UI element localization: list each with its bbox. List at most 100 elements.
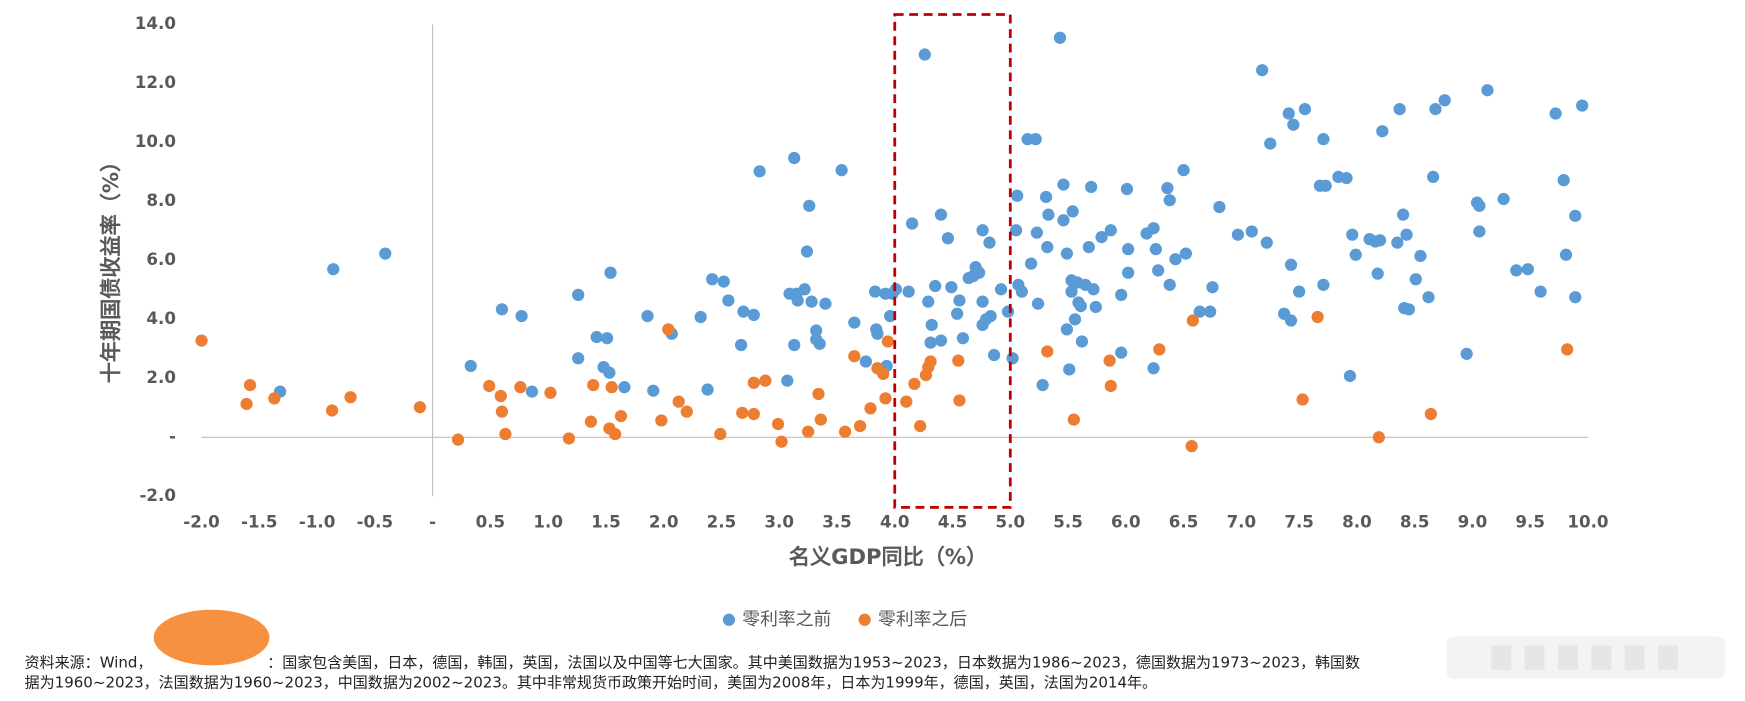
scatter-point xyxy=(803,199,816,212)
scatter-point xyxy=(609,427,622,441)
x-tick-label: -1.5 xyxy=(241,512,278,531)
scatter-point xyxy=(1001,305,1015,318)
scatter-point xyxy=(499,427,512,441)
legend-marker xyxy=(722,613,736,626)
highlight-box xyxy=(893,13,1012,509)
scatter-point xyxy=(1438,94,1451,107)
scatter-point xyxy=(1029,133,1042,146)
scatter-point xyxy=(1340,171,1353,185)
scatter-point xyxy=(1561,343,1574,356)
scatter-point xyxy=(525,385,539,398)
x-tick-label: - xyxy=(429,512,436,531)
scatter-point xyxy=(1104,224,1117,237)
x-tick-label: 8.0 xyxy=(1342,512,1372,531)
scatter-point xyxy=(605,381,618,394)
scatter-point xyxy=(881,335,894,348)
scatter-point xyxy=(922,295,935,308)
scatter-point xyxy=(494,389,507,403)
scatter-point xyxy=(812,387,825,401)
x-tick-label: 10.0 xyxy=(1567,512,1608,531)
scatter-point xyxy=(717,275,730,288)
scatter-point xyxy=(1122,243,1135,256)
scatter-point xyxy=(1264,137,1277,150)
scatter-point xyxy=(953,394,966,407)
scatter-point xyxy=(1204,305,1217,318)
scatter-point xyxy=(976,295,989,308)
scatter-point xyxy=(1284,314,1298,327)
y-tick-label: 14.0 xyxy=(135,14,176,33)
scatter-point xyxy=(924,355,937,368)
x-tick-label: 3.5 xyxy=(822,512,852,531)
scatter-point xyxy=(1147,362,1160,375)
scatter-point xyxy=(1293,285,1306,298)
scatter-point xyxy=(953,294,966,307)
scatter-point xyxy=(1082,240,1095,254)
scatter-point xyxy=(1256,64,1269,77)
scatter-point xyxy=(934,208,948,221)
scatter-point xyxy=(771,417,785,431)
scatter-point xyxy=(1147,222,1160,235)
scatter-point xyxy=(495,303,509,316)
scatter-point xyxy=(1177,164,1190,177)
scatter-point xyxy=(976,224,989,237)
scatter-point xyxy=(1287,118,1300,131)
scatter-point xyxy=(1349,248,1362,261)
scatter-point xyxy=(987,348,1001,362)
scatter-point xyxy=(1122,266,1135,279)
scatter-point xyxy=(908,377,921,391)
scatter-point xyxy=(775,435,788,448)
scatter-point xyxy=(1569,209,1582,222)
scatter-point xyxy=(800,245,814,258)
scatter-point xyxy=(805,295,818,308)
x-tick-label: 5.0 xyxy=(996,512,1026,531)
scatter-point xyxy=(1120,182,1134,196)
y-tick-label: 2.0 xyxy=(146,368,176,387)
scatter-point xyxy=(1296,393,1309,406)
scatter-point xyxy=(1396,208,1410,221)
scatter-point xyxy=(1391,236,1404,249)
scatter-point xyxy=(1429,102,1442,116)
scatter-point xyxy=(1186,314,1199,327)
y-tick-label: 10.0 xyxy=(135,132,176,151)
scatter-point xyxy=(1053,31,1067,44)
x-tick-label: 7.0 xyxy=(1227,512,1257,531)
scatter-point xyxy=(722,294,735,307)
scatter-point xyxy=(1042,208,1055,221)
y-tick-label: -2.0 xyxy=(139,486,176,505)
legend-label: 零利率之后 xyxy=(878,609,967,630)
scatter-point xyxy=(572,288,585,301)
scatter-point xyxy=(871,327,884,340)
y-tick-label: 8.0 xyxy=(146,191,176,210)
scatter-point xyxy=(514,381,527,394)
x-tick-label: 0.5 xyxy=(476,512,506,531)
scatter-point xyxy=(1206,281,1219,294)
scatter-point xyxy=(325,404,339,417)
scatter-point xyxy=(1422,291,1435,304)
scatter-point xyxy=(788,151,801,165)
source-note: 据为1960~2023，法国数据为1960~2023，中国数据为2002~202… xyxy=(25,674,1157,692)
scatter-point xyxy=(1169,253,1182,266)
x-tick-label: 3.0 xyxy=(764,512,794,531)
scatter-point xyxy=(853,419,867,433)
x-tick-label: 8.5 xyxy=(1400,512,1430,531)
y-tick-label: 6.0 xyxy=(146,250,176,269)
scatter-point xyxy=(1074,299,1087,313)
scatter-point xyxy=(1015,285,1028,298)
scatter-point xyxy=(1319,179,1332,192)
scatter-point xyxy=(694,310,707,324)
scatter-point xyxy=(1103,354,1116,367)
scatter-point xyxy=(1298,102,1312,116)
scatter-point xyxy=(1343,369,1357,383)
scatter-point xyxy=(1036,378,1049,392)
scatter-point xyxy=(945,281,958,294)
scatter-point xyxy=(1041,345,1054,358)
x-tick-label: 2.5 xyxy=(707,512,737,531)
scatter-point xyxy=(1087,283,1100,296)
scatter-point xyxy=(781,374,794,387)
scatter-point xyxy=(934,334,948,347)
scatter-point xyxy=(1557,174,1570,187)
legend-marker xyxy=(858,613,871,626)
scatter-point xyxy=(464,359,477,373)
